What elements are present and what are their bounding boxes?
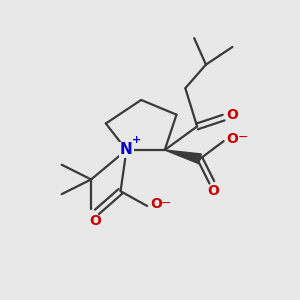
Text: O: O (150, 197, 162, 212)
Text: +: + (131, 135, 141, 145)
Text: −: − (238, 131, 248, 144)
Text: −: − (161, 197, 171, 210)
Text: O: O (90, 214, 101, 228)
Text: O: O (207, 184, 219, 198)
Text: N: N (120, 142, 133, 158)
Text: O: O (226, 108, 238, 122)
Polygon shape (165, 150, 201, 164)
Text: O: O (226, 132, 238, 146)
